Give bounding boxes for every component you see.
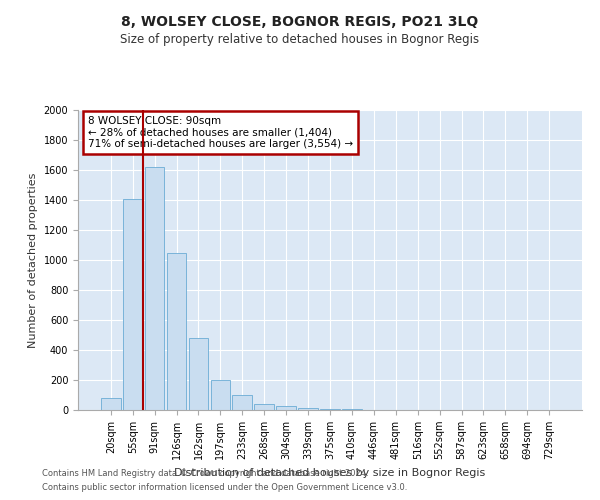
Bar <box>101 398 121 410</box>
Text: 8 WOLSEY CLOSE: 90sqm
← 28% of detached houses are smaller (1,404)
71% of semi-d: 8 WOLSEY CLOSE: 90sqm ← 28% of detached … <box>88 116 353 149</box>
Bar <box>298 408 318 410</box>
Text: Size of property relative to detached houses in Bognor Regis: Size of property relative to detached ho… <box>121 32 479 46</box>
Bar <box>342 409 362 410</box>
Bar <box>211 380 230 410</box>
Bar <box>123 200 143 410</box>
Text: Contains public sector information licensed under the Open Government Licence v3: Contains public sector information licen… <box>42 484 407 492</box>
Bar <box>232 395 252 410</box>
Bar <box>320 408 340 410</box>
Bar <box>145 167 164 410</box>
Text: 8, WOLSEY CLOSE, BOGNOR REGIS, PO21 3LQ: 8, WOLSEY CLOSE, BOGNOR REGIS, PO21 3LQ <box>121 15 479 29</box>
Bar <box>167 252 187 410</box>
Text: Contains HM Land Registry data © Crown copyright and database right 2024.: Contains HM Land Registry data © Crown c… <box>42 468 368 477</box>
Y-axis label: Number of detached properties: Number of detached properties <box>28 172 38 348</box>
Bar <box>254 404 274 410</box>
Bar <box>276 406 296 410</box>
Bar <box>188 338 208 410</box>
X-axis label: Distribution of detached houses by size in Bognor Regis: Distribution of detached houses by size … <box>175 468 485 477</box>
